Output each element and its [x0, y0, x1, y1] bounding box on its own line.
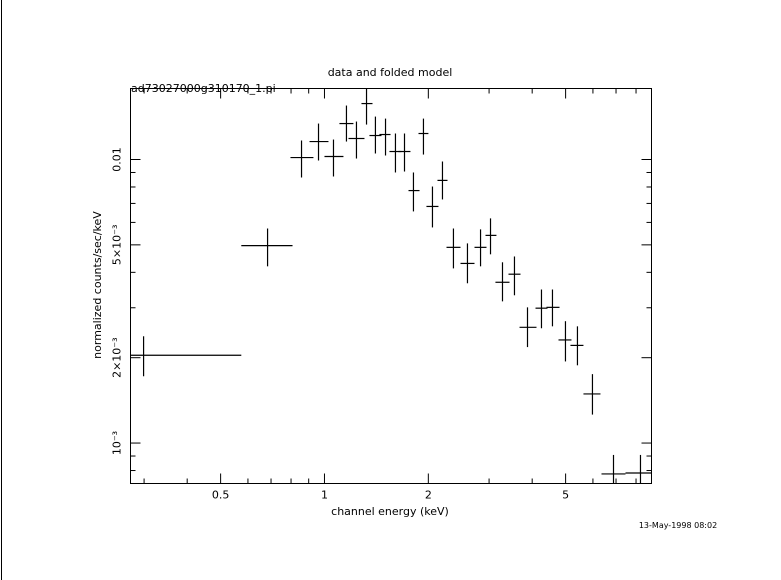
chart-title: data and folded model [328, 66, 453, 79]
y-tick-label: 2×10⁻³ [111, 337, 124, 377]
x-axis-label: channel energy (keV) [331, 505, 449, 518]
x-tick-label: 2 [425, 489, 432, 502]
chart-subtitle: ad73027000g310170_1.pi [131, 82, 276, 95]
data-marks [130, 88, 651, 483]
x-tick-label: 5 [562, 489, 569, 502]
x-tick-label: 0.5 [212, 489, 230, 502]
x-tick-label: 1 [321, 489, 328, 502]
y-tick-label: 0.01 [111, 147, 124, 172]
plot-frame [130, 88, 652, 484]
y-axis-label: normalized counts/sec/keV [91, 211, 104, 359]
y-tick-label: 10⁻³ [111, 431, 124, 455]
y-tick-label: 5×10⁻³ [111, 225, 124, 265]
timestamp: 13-May-1998 08:02 [639, 521, 717, 530]
